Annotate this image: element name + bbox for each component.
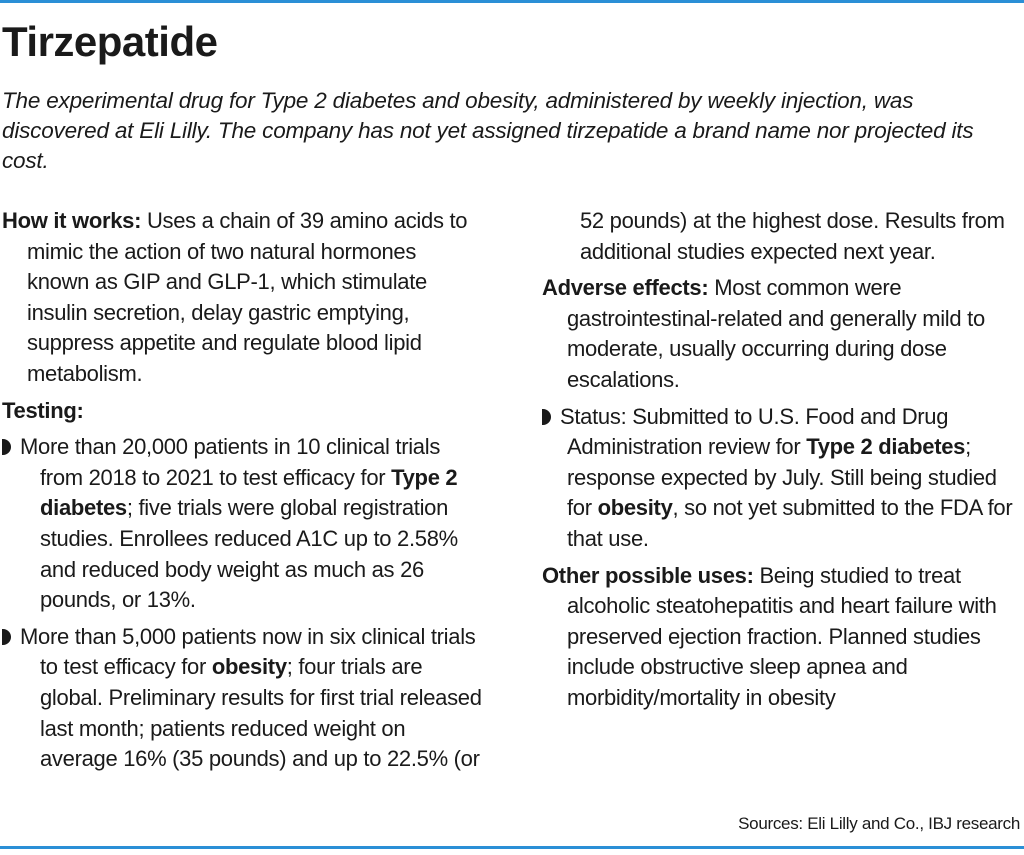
- testing-heading: Testing:: [2, 397, 84, 423]
- subtitle: The experimental drug for Type 2 diabete…: [2, 88, 974, 173]
- adverse-effects: Adverse effects: Most common were gastro…: [542, 273, 1022, 395]
- emphasis: obesity: [597, 495, 673, 521]
- text: ; four trials are global. Preliminary re…: [40, 208, 1005, 772]
- text: ; response expected by July. Still being…: [567, 434, 997, 521]
- text: Most common were gastrointestinal-relate…: [567, 275, 985, 392]
- source: Sources: Eli Lilly and Co., IBJ research: [738, 814, 1020, 833]
- testing-bullet: More than 20,000 patients in 10 clinical…: [2, 432, 482, 616]
- text: More than 20,000 patients in 10 clinical…: [20, 434, 441, 490]
- bullet-icon: [2, 439, 11, 456]
- label: How it works:: [2, 208, 142, 233]
- emphasis: Type 2 diabetes: [40, 464, 458, 521]
- text: Being studied to treat alcoholic steatoh…: [567, 562, 997, 710]
- text: ; five trials were global registration s…: [40, 495, 458, 613]
- top-rule: [0, 0, 1024, 3]
- emphasis: Type 2 diabetes: [806, 434, 966, 460]
- label: Other possible uses:: [542, 562, 754, 588]
- bullet-icon: [2, 628, 11, 645]
- title: Tirzepatide: [2, 18, 218, 65]
- text: , so not yet submitted to the FDA for th…: [567, 495, 1013, 551]
- text: More than 5,000 patients now in six clin…: [20, 623, 476, 680]
- bullet-icon: [542, 408, 551, 425]
- status-bullet: Status: Submitted to U.S. Food and Drug …: [542, 402, 1022, 555]
- testing-bullet: More than 5,000 patients now in six clin…: [2, 206, 1022, 816]
- emphasis: obesity: [211, 654, 287, 680]
- label: Adverse effects:: [542, 275, 709, 301]
- text: Status: Submitted to U.S. Food and Drug …: [560, 403, 949, 460]
- body-columns: How it works: Uses a chain of 39 amino a…: [2, 206, 1022, 816]
- text: Uses a chain of 39 amino acids to mimic …: [27, 208, 468, 386]
- bottom-rule: [0, 846, 1024, 849]
- how-it-works: How it works: Uses a chain of 39 amino a…: [2, 206, 482, 390]
- other-uses: Other possible uses: Being studied to tr…: [542, 561, 1022, 714]
